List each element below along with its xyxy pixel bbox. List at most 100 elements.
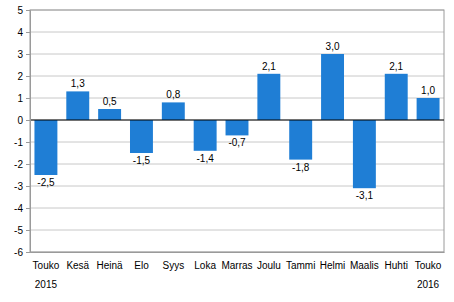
y-axis-line: [26, 11, 31, 253]
zero-line: [30, 120, 444, 121]
y-axis: -6 -5 -4 -3 -2 -1 0 1 2 3 4 5: [14, 5, 30, 258]
bar: [321, 54, 344, 120]
bar: [226, 120, 249, 135]
x-tick-label: Touko: [33, 260, 60, 271]
y-tick-label: -3: [14, 181, 23, 192]
x-tick-label: Heinä: [97, 260, 124, 271]
y-tick-mark: [26, 208, 30, 209]
bar: [194, 120, 217, 151]
x-tick: Loka: [194, 252, 216, 271]
x-tick-label: Loka: [194, 260, 216, 271]
x-tick-label: Tammi: [286, 260, 315, 271]
grid-line: [30, 32, 444, 33]
data-label: 2,1: [389, 61, 403, 72]
plot: -6 -5 -4 -3 -2 -1 0 1 2 3 4 5 Touko Kesä Heinä Elo Syys L…: [14, 5, 444, 290]
data-label: -3,1: [356, 190, 374, 201]
x-tick: Syys: [162, 252, 184, 271]
y-tick-label: -1: [14, 137, 23, 148]
bar: [130, 120, 153, 153]
y-tick-mark: [26, 186, 30, 187]
y-tick: 4: [17, 27, 30, 38]
x-tick: Touko: [33, 252, 60, 271]
x-tick: Huhti: [385, 252, 408, 271]
x-tick-label: Syys: [162, 260, 184, 271]
y-tick-mark: [26, 120, 30, 121]
bar: [98, 109, 121, 120]
chart: -6 -5 -4 -3 -2 -1 0 1 2 3 4 5 Touko Kesä Heinä Elo Syys L…: [0, 0, 454, 302]
x-tick: Joulu: [257, 252, 281, 271]
data-label: 1,0: [421, 85, 435, 96]
bar: [353, 120, 376, 188]
y-tick-label: 5: [17, 5, 23, 16]
data-label: -1,5: [133, 155, 151, 166]
x-tick-label: Marras: [221, 260, 252, 271]
y-tick-mark: [26, 230, 30, 231]
y-tick-mark: [26, 98, 30, 99]
bar: [162, 102, 185, 120]
y-tick: -2: [14, 159, 30, 170]
x-tick-label: Huhti: [385, 260, 408, 271]
data-label: -1,8: [292, 162, 310, 173]
x-tick-label: Elo: [134, 260, 149, 271]
grid-line: [30, 98, 444, 99]
data-label: 0,8: [166, 89, 180, 100]
data-label: 0,5: [103, 96, 117, 107]
grid: [30, 10, 444, 252]
y-tick-mark: [26, 32, 30, 33]
y-tick: 2: [17, 71, 30, 82]
y-tick-mark: [26, 142, 30, 143]
data-label: -2,5: [37, 177, 55, 188]
x-tick: Heinä: [97, 252, 124, 271]
year-label: 2016: [417, 279, 440, 290]
y-tick: -3: [14, 181, 30, 192]
y-tick: -5: [14, 225, 30, 236]
y-tick-label: 4: [17, 27, 23, 38]
year-label: 2015: [35, 279, 58, 290]
x-axis: Touko Kesä Heinä Elo Syys Loka Marras Joulu Tamm…: [31, 252, 445, 271]
bar: [289, 120, 312, 160]
plot-frame: [30, 10, 444, 252]
bar: [417, 98, 440, 120]
y-tick-label: -4: [14, 203, 23, 214]
y-tick-mark: [26, 252, 30, 253]
bars: [34, 54, 439, 188]
y-tick-label: -6: [14, 247, 23, 258]
y-tick: 5: [17, 5, 30, 16]
grid-line: [30, 208, 444, 209]
y-tick: 0: [17, 115, 30, 126]
y-tick-label: 3: [17, 49, 23, 60]
x-tick-label: Kesä: [66, 260, 89, 271]
bar: [66, 91, 89, 120]
y-tick-label: 1: [17, 93, 23, 104]
data-labels: -2,51,30,5-1,50,8-1,4-0,72,1-1,83,0-3,12…: [37, 41, 435, 201]
data-label: 2,1: [262, 61, 276, 72]
data-label: 1,3: [71, 78, 85, 89]
y-tick: -6: [14, 247, 30, 258]
y-tick-label: 2: [17, 71, 23, 82]
x-tick: Touko: [415, 252, 442, 271]
data-label: 3,0: [326, 41, 340, 52]
grid-line: [30, 186, 444, 187]
y-tick: 3: [17, 49, 30, 60]
x-tick: Helmi: [320, 252, 346, 271]
y-tick-label: -2: [14, 159, 23, 170]
y-tick: -1: [14, 137, 30, 148]
x-tick: Tammi: [286, 252, 315, 271]
y-tick-mark: [26, 164, 30, 165]
x-tick: Maalis: [350, 252, 379, 271]
y-tick-mark: [26, 10, 30, 11]
data-label: -1,4: [197, 153, 215, 164]
x-tick-label: Joulu: [257, 260, 281, 271]
grid-line: [30, 164, 444, 165]
grid-line: [30, 120, 444, 121]
grid-line: [30, 230, 444, 231]
x-tick-label: Helmi: [320, 260, 346, 271]
bar: [385, 74, 408, 120]
grid-line: [30, 54, 444, 55]
bar: [257, 74, 280, 120]
y-tick: 1: [17, 93, 30, 104]
x-tick: Kesä: [66, 252, 89, 271]
y-tick-label: -5: [14, 225, 23, 236]
x-tick-label: Maalis: [350, 260, 379, 271]
x-tick-label: Touko: [415, 260, 442, 271]
